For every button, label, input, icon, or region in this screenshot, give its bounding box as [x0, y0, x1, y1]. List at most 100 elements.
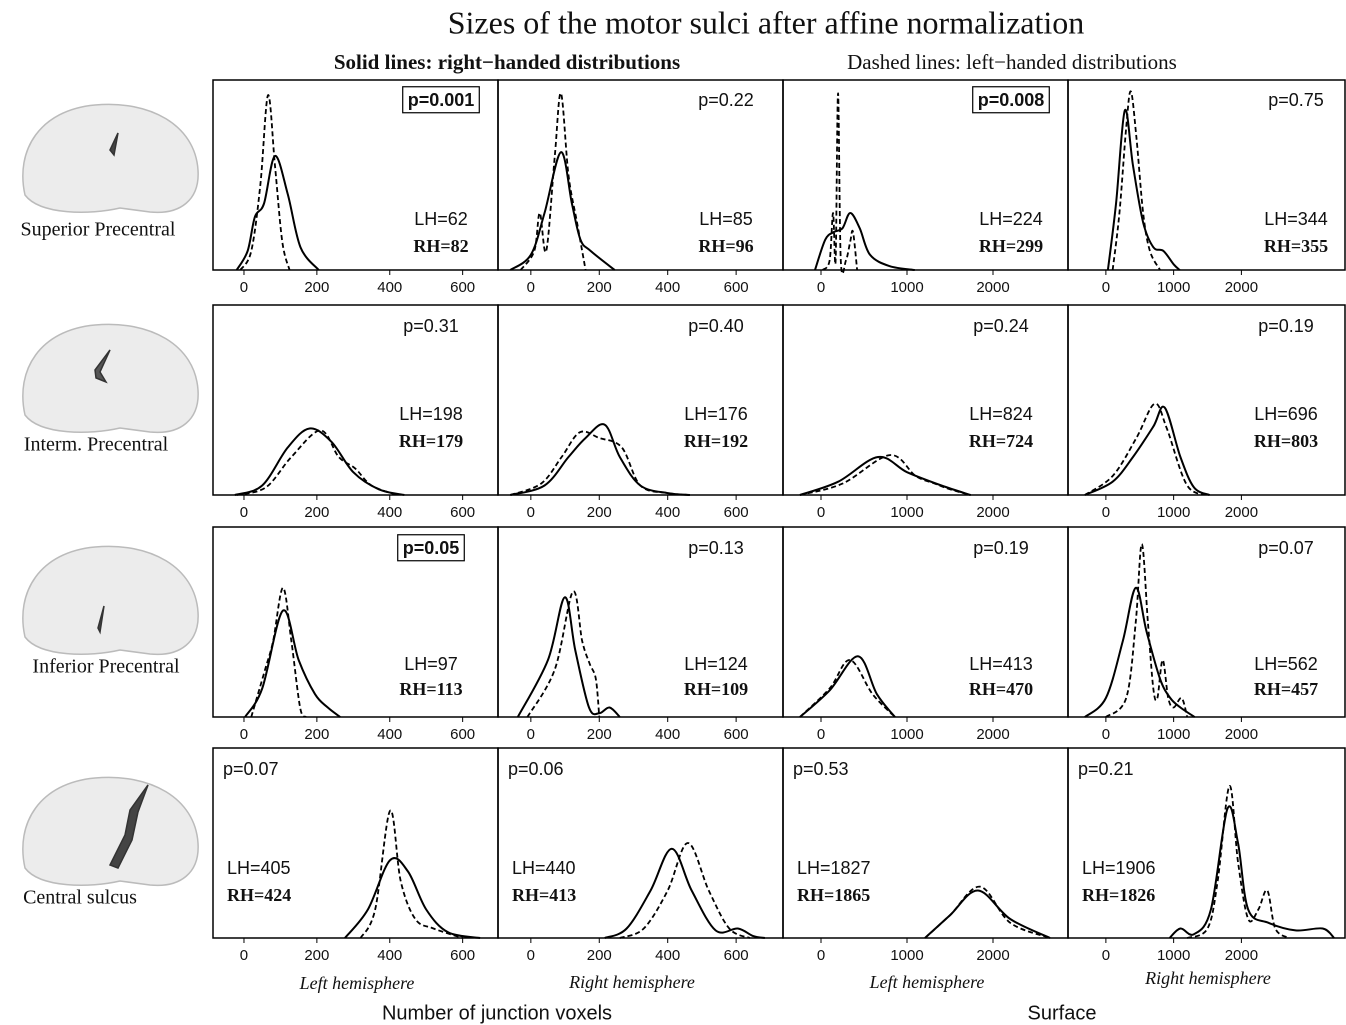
x-tick-label: 200: [587, 726, 612, 743]
x-tick-label: 400: [655, 947, 680, 964]
x-tick-label: 2000: [976, 947, 1009, 964]
p-value: p=0.07: [1258, 538, 1314, 558]
p-value-box: [397, 534, 465, 562]
density-curve: [814, 211, 915, 271]
panel-frame: [1067, 747, 1346, 939]
lh-count: LH=413: [969, 654, 1033, 674]
rh-count: RH=355: [1264, 236, 1328, 256]
x-tick-label: 0: [527, 947, 535, 964]
lh-count: LH=824: [969, 404, 1033, 424]
density-curve: [509, 151, 616, 271]
p-value: p=0.21: [1078, 759, 1134, 779]
column-label: Left hemisphere: [869, 972, 985, 992]
density-curve: [1106, 109, 1181, 271]
x-tick-label: 0: [817, 504, 825, 521]
lh-count: LH=176: [684, 404, 748, 424]
x-tick-label: 200: [304, 279, 329, 296]
density-curve: [510, 423, 691, 496]
rh-count: RH=724: [969, 431, 1033, 451]
x-tick-label: 600: [724, 947, 749, 964]
x-tick-label: 600: [724, 279, 749, 296]
lh-count: LH=224: [979, 209, 1043, 229]
lh-count: LH=85: [699, 209, 753, 229]
rh-count: RH=413: [512, 885, 576, 905]
row-label: Superior Precentral: [21, 219, 176, 241]
x-tick-label: 1000: [890, 726, 923, 743]
x-tick-label: 200: [304, 947, 329, 964]
x-tick-label: 2000: [1225, 726, 1258, 743]
row-label: Interm. Precentral: [24, 434, 169, 456]
sulcus: [109, 132, 119, 157]
row-label: Central sulcus: [23, 887, 137, 909]
density-curve: [236, 429, 398, 496]
x-tick-label: 200: [304, 726, 329, 743]
x-tick-label: 200: [587, 947, 612, 964]
x-tick-label: 400: [377, 947, 402, 964]
p-value: p=0.008: [978, 90, 1045, 110]
density-curve: [1186, 785, 1290, 939]
p-value: p=0.13: [688, 538, 744, 558]
density-curve: [1084, 586, 1196, 718]
rh-count: RH=113: [399, 679, 462, 699]
x-tick-label: 1000: [890, 279, 923, 296]
density-curve: [344, 857, 481, 939]
p-value: p=0.24: [973, 316, 1029, 336]
p-value: p=0.07: [223, 759, 279, 779]
lh-count: LH=562: [1254, 654, 1318, 674]
x-tick-label: 400: [377, 279, 402, 296]
density-curve: [526, 590, 601, 718]
lh-count: LH=440: [512, 858, 576, 878]
x-tick-label: 2000: [1225, 279, 1258, 296]
x-tick-label: 600: [724, 504, 749, 521]
measure-label: Number of junction voxels: [382, 1002, 612, 1024]
sulcus: [97, 605, 105, 635]
rh-count: RH=179: [399, 431, 463, 451]
density-curve: [239, 94, 291, 271]
p-value: p=0.53: [793, 759, 849, 779]
density-curve: [250, 586, 307, 718]
row-label: Inferior Precentral: [32, 656, 180, 678]
measure-label: Surface: [1028, 1002, 1097, 1024]
density-curve: [822, 92, 859, 275]
density-curve: [1105, 543, 1189, 718]
density-curve: [235, 154, 320, 271]
p-value: p=0.75: [1268, 90, 1324, 110]
density-curve: [510, 430, 691, 496]
lh-count: LH=405: [227, 858, 291, 878]
x-tick-label: 0: [817, 279, 825, 296]
x-tick-label: 1000: [1157, 947, 1190, 964]
lh-count: LH=1906: [1082, 858, 1156, 878]
brain-image: [22, 776, 199, 887]
x-tick-label: 0: [527, 504, 535, 521]
rh-count: RH=470: [969, 679, 1033, 699]
x-tick-label: 2000: [976, 504, 1009, 521]
x-tick-label: 2000: [1225, 947, 1258, 964]
brain-image: [22, 103, 199, 214]
density-curve: [234, 427, 405, 496]
x-tick-label: 1000: [1157, 279, 1190, 296]
p-value: p=0.22: [698, 90, 754, 110]
x-tick-label: 400: [655, 726, 680, 743]
x-tick-label: 200: [587, 279, 612, 296]
x-tick-label: 600: [450, 726, 475, 743]
density-curve: [1084, 402, 1210, 496]
column-label: Right hemisphere: [1144, 968, 1271, 988]
x-tick-label: 600: [450, 504, 475, 521]
column-label: Right hemisphere: [568, 972, 695, 992]
x-tick-label: 400: [377, 504, 402, 521]
lh-count: LH=198: [399, 404, 463, 424]
x-tick-label: 0: [1102, 504, 1110, 521]
x-tick-label: 0: [527, 279, 535, 296]
x-tick-label: 0: [527, 726, 535, 743]
x-tick-label: 0: [240, 504, 248, 521]
density-curve: [244, 609, 341, 718]
density-curve: [799, 454, 971, 496]
x-tick-label: 2000: [976, 726, 1009, 743]
brain-image: [22, 323, 199, 434]
x-tick-label: 0: [817, 947, 825, 964]
p-value-box: [402, 86, 480, 114]
lh-count: LH=124: [684, 654, 748, 674]
x-tick-label: 0: [240, 726, 248, 743]
sulcus: [108, 784, 149, 869]
